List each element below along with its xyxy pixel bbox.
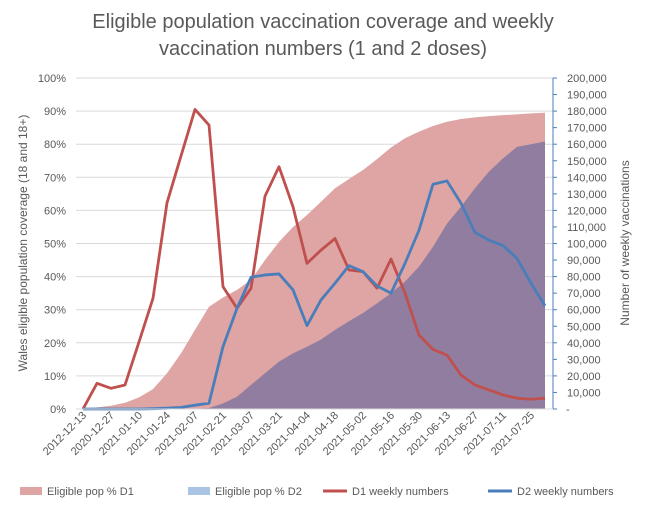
chart-title-line-1: Eligible population vaccination coverage… (92, 11, 553, 33)
left-tick-label: 80% (44, 139, 66, 151)
legend-item: Eligible pop % D2 (188, 486, 302, 498)
legend-swatch (20, 487, 42, 495)
right-tick-label: 80,000 (567, 272, 601, 284)
legend-item: D2 weekly numbers (488, 486, 614, 498)
line-d1-weekly-numbers (81, 108, 546, 410)
left-tick-label: 100% (38, 73, 66, 85)
legend: Eligible pop % D1 Eligible pop % D2 D1 wee… (20, 486, 614, 498)
left-tick-label: 40% (44, 272, 66, 284)
right-tick-label: 100,000 (567, 239, 607, 251)
legend-label: Eligible pop % D1 (47, 486, 134, 498)
right-axis-title: Number of weekly vaccinations (618, 160, 632, 325)
left-tick-label: 50% (44, 239, 66, 251)
legend-label: D1 weekly numbers (352, 486, 449, 498)
right-tick-label: 20,000 (567, 371, 601, 383)
right-tick-label: 200,000 (567, 73, 607, 85)
right-tick-label: 180,000 (567, 106, 607, 118)
right-tick-label: 130,000 (567, 189, 607, 201)
legend-label: Eligible pop % D2 (215, 486, 302, 498)
right-tick-label: 120,000 (567, 205, 607, 217)
right-tick-label: 140,000 (567, 172, 607, 184)
left-tick-label: 30% (44, 305, 66, 317)
legend-item: D1 weekly numbers (323, 486, 449, 498)
right-tick-label: 30,000 (567, 354, 601, 366)
right-tick-label: 10,000 (567, 387, 601, 399)
right-tick-label: 70,000 (567, 288, 601, 300)
right-tick-label: 170,000 (567, 123, 607, 135)
area-series (83, 112, 545, 409)
left-axis-title: Wales eligible population coverage (18 a… (16, 115, 30, 372)
chart-title-line-2: vaccination numbers (1 and 2 doses) (159, 38, 487, 60)
right-tick-label: 60,000 (567, 305, 601, 317)
line-d2-weekly-numbers (83, 179, 547, 411)
left-tick-label: 90% (44, 106, 66, 118)
right-tick-label: 40,000 (567, 338, 601, 350)
right-tick-label: 90,000 (567, 255, 601, 267)
legend-label: D2 weekly numbers (517, 486, 614, 498)
right-tick-label: 110,000 (567, 222, 606, 234)
right-tick-label: 190,000 (567, 90, 607, 102)
left-tick-label: 0% (50, 404, 66, 416)
legend-swatch (188, 487, 210, 495)
legend-item: Eligible pop % D1 (20, 486, 134, 498)
left-tick-label: 10% (44, 371, 66, 383)
left-tick-label: 20% (44, 338, 66, 350)
right-tick-label: 160,000 (567, 139, 607, 151)
right-tick-label: 150,000 (567, 156, 607, 168)
right-tick-label: - (566, 404, 570, 416)
line-series (81, 108, 547, 411)
right-tick-label: 50,000 (567, 321, 601, 333)
area-eligible-pop-d2 (83, 141, 545, 409)
left-tick-label: 70% (44, 172, 66, 184)
left-tick-label: 60% (44, 205, 66, 217)
